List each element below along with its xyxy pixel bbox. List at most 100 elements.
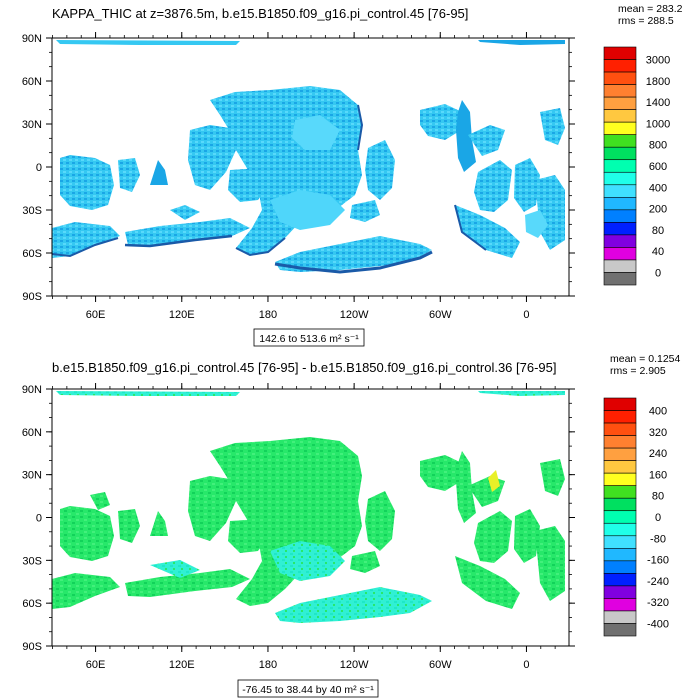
- panel-2-range: -76.45 to 38.44 by 40 m² s⁻¹: [242, 684, 374, 696]
- land-mass: [125, 218, 250, 246]
- colorbar-swatch: [603, 397, 637, 411]
- colorbar-swatch: [603, 171, 637, 186]
- y-tick-label: 30S: [22, 205, 42, 217]
- colorbar-label: 600: [649, 161, 667, 173]
- colorbar-swatch: [603, 460, 637, 474]
- panel-2-mean: mean = 0.1254: [610, 353, 681, 365]
- y-tick-label: 30S: [22, 555, 42, 567]
- y-tick-label: 0: [36, 162, 42, 174]
- x-tick-label: 120W: [340, 309, 369, 321]
- colorbar-swatch: [603, 222, 637, 236]
- land-mass: [468, 125, 505, 156]
- colorbar-label: 3000: [646, 55, 670, 67]
- land-mass: [365, 140, 395, 200]
- colorbar-label: 80: [652, 491, 664, 503]
- land-mass: [275, 587, 432, 623]
- land-mass: [60, 506, 114, 561]
- land-mass: [275, 236, 432, 272]
- colorbar-swatch: [603, 159, 637, 173]
- x-tick-label: 120E: [169, 309, 195, 321]
- land-mass: [455, 556, 520, 609]
- panel-2-ticks: 60E 120E 180 120W 60W 0 90N 60N 30N 0 30S 60S 90S: [22, 383, 575, 671]
- colorbar-label: 1000: [646, 118, 670, 130]
- x-tick-label: 120W: [340, 659, 369, 671]
- colorbar-label: 200: [649, 204, 667, 216]
- land-mass: [420, 104, 462, 140]
- land-mass: [455, 205, 520, 258]
- colorbar-swatch: [603, 522, 637, 537]
- colorbar-label: 400: [649, 182, 667, 194]
- y-tick-label: 60N: [22, 427, 42, 439]
- land-mass: [357, 104, 364, 151]
- land-mass: [365, 491, 395, 551]
- panel-2-map: [52, 391, 565, 623]
- colorbar-swatch: [603, 71, 637, 85]
- land-mass: [125, 569, 250, 597]
- colorbar-label: -160: [647, 555, 669, 567]
- x-tick-label: 60E: [86, 659, 106, 671]
- colorbar-label: 40: [652, 246, 664, 258]
- colorbar-swatch: [603, 497, 637, 512]
- colorbar-swatch: [603, 422, 637, 436]
- land-mass: [118, 158, 140, 192]
- land-mass: [474, 511, 512, 563]
- colorbar-swatch: [603, 247, 637, 261]
- colorbar-swatch: [603, 134, 637, 148]
- x-tick-label: 0: [523, 659, 529, 671]
- colorbar-label: -240: [647, 576, 669, 588]
- land-mass: [274, 250, 433, 274]
- colorbar-swatch: [603, 410, 637, 424]
- x-tick-label: 60W: [429, 659, 452, 671]
- colorbar-label: 1800: [646, 76, 670, 88]
- x-tick-label: 180: [259, 309, 277, 321]
- colorbar-swatch: [603, 548, 637, 562]
- land-mass: [60, 155, 114, 210]
- y-tick-label: 60S: [22, 598, 42, 610]
- land-mass: [170, 205, 200, 220]
- y-tick-label: 90N: [22, 33, 42, 45]
- colorbar-swatch: [603, 623, 637, 637]
- land-mass: [56, 40, 240, 45]
- land-mass: [52, 237, 119, 258]
- colorbar-swatch: [603, 109, 637, 123]
- panel-2-colorbar: 400 320 240 160 80 0 -80 -160 -240 -320 -400: [603, 397, 669, 637]
- land-mass: [454, 204, 487, 251]
- colorbar-swatch: [603, 259, 637, 273]
- land-mass: [124, 234, 233, 248]
- x-tick-label: 180: [259, 659, 277, 671]
- colorbar-swatch: [603, 84, 637, 98]
- colorbar-label: 160: [649, 469, 667, 481]
- land-mass: [118, 509, 140, 543]
- colorbar-swatch: [603, 121, 637, 135]
- land-mass: [488, 470, 500, 492]
- land-mass: [52, 222, 120, 258]
- land-mass: [188, 125, 236, 190]
- land-mass: [235, 237, 286, 257]
- panel-1-rms: rms = 288.5: [618, 15, 674, 27]
- panel-1-ticks: 60E 120E 180 120W 60W 0 90N 60N 30N 0 30S 60S 90S: [22, 32, 575, 321]
- land-mass: [90, 492, 110, 510]
- panel-1-range: 142.6 to 513.6 m² s⁻¹: [259, 333, 359, 345]
- panel-2-range-box: [237, 679, 379, 698]
- y-tick-label: 0: [36, 513, 42, 525]
- panel-1-map: [52, 40, 565, 274]
- panel-2-title: b.e15.B1850.f09_g16.pi_control.45 [76-95…: [52, 360, 557, 375]
- x-tick-label: 120E: [169, 659, 195, 671]
- x-tick-label: 60E: [86, 309, 106, 321]
- colorbar-swatch: [603, 234, 637, 248]
- colorbar-swatch: [603, 535, 637, 549]
- colorbar-label: -400: [647, 618, 669, 630]
- land-mass: [535, 526, 565, 601]
- colorbar-label: 320: [649, 427, 667, 439]
- panel-2-rms: rms = 2.905: [610, 365, 666, 377]
- y-tick-label: 60S: [22, 248, 42, 260]
- colorbar-swatch: [603, 447, 637, 461]
- land-mass: [292, 466, 340, 501]
- y-tick-label: 90S: [22, 641, 42, 653]
- land-mass: [350, 200, 380, 222]
- colorbar-label: 800: [649, 140, 667, 152]
- land-mass: [514, 509, 540, 563]
- colorbar-swatch: [603, 472, 637, 486]
